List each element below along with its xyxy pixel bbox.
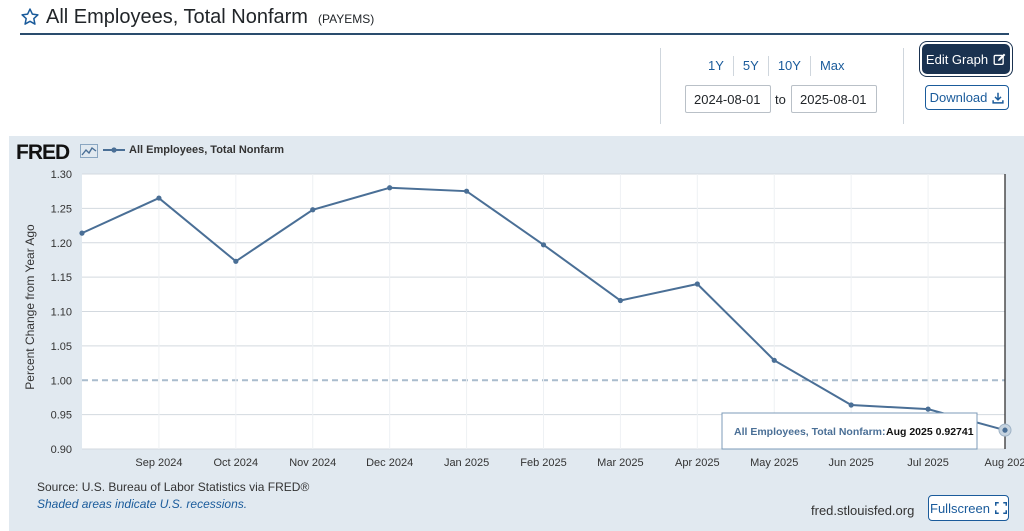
download-icon <box>992 92 1005 104</box>
x-tick-label: Apr 2025 <box>675 457 720 469</box>
y-tick-label: 1.10 <box>51 307 72 319</box>
y-tick-label: 1.00 <box>51 375 72 387</box>
fullscreen-button[interactable]: Fullscreen <box>928 495 1009 521</box>
data-point <box>848 402 854 408</box>
x-tick-label: Feb 2025 <box>520 457 566 469</box>
y-tick-label: 1.30 <box>51 169 72 181</box>
x-tick-label: Jun 2025 <box>829 457 874 469</box>
x-tick-label: May 2025 <box>750 457 798 469</box>
data-point <box>694 281 700 287</box>
tooltip-label: All Employees, Total Nonfarm: <box>734 426 886 438</box>
title-row: All Employees, Total Nonfarm (PAYEMS) <box>20 4 374 30</box>
data-point <box>617 297 624 304</box>
x-tick-label: Mar 2025 <box>597 457 643 469</box>
fullscreen-icon <box>994 502 1007 514</box>
to-label: to <box>775 92 786 107</box>
edit-graph-label: Edit Graph <box>925 51 989 67</box>
range-max-button[interactable]: Max <box>819 58 845 73</box>
end-date-input[interactable] <box>791 85 877 113</box>
x-tick-label: Jan 2025 <box>444 457 489 469</box>
x-tick-label: Oct 2024 <box>214 457 259 469</box>
y-tick-label: 1.15 <box>51 272 72 284</box>
x-tick-label: Sep 2024 <box>135 457 182 469</box>
download-label: Download <box>929 90 988 105</box>
y-tick-label: 1.20 <box>51 238 72 250</box>
star-icon[interactable] <box>20 7 40 27</box>
y-tick-label: 0.95 <box>51 410 72 422</box>
y-tick-label: 1.05 <box>51 341 72 353</box>
tooltip-value: Aug 2025 0.92741 <box>886 426 974 438</box>
start-date-input[interactable] <box>685 85 771 113</box>
edit-graph-button[interactable]: Edit Graph <box>922 44 1010 74</box>
data-point <box>540 242 547 248</box>
fred-url[interactable]: fred.stlouisfed.org <box>811 503 915 518</box>
data-point <box>1002 427 1008 433</box>
title-divider <box>20 33 1009 35</box>
data-point <box>79 230 85 236</box>
range-1y-button[interactable]: 1Y <box>699 56 734 76</box>
range-5y-button[interactable]: 5Y <box>734 56 769 76</box>
source-note: Source: U.S. Bureau of Labor Statistics … <box>37 480 310 494</box>
legend-label: All Employees, Total Nonfarm <box>129 144 285 156</box>
date-controls: 1Y 5Y 10Y Max to <box>660 48 904 124</box>
series-id: (PAYEMS) <box>317 12 375 26</box>
data-point <box>771 357 777 363</box>
chart-legend: All Employees, Total Nonfarm <box>103 144 284 156</box>
data-point <box>233 258 239 264</box>
x-tick-label: Nov 2024 <box>289 457 336 469</box>
range-10y-button[interactable]: 10Y <box>769 56 811 76</box>
data-point <box>310 207 316 213</box>
y-tick-label: 0.90 <box>51 444 72 456</box>
download-button[interactable]: Download <box>925 85 1009 110</box>
x-tick-label: Aug 202 <box>985 457 1024 469</box>
edit-icon <box>993 53 1006 65</box>
legend-line-icon <box>103 147 125 153</box>
fred-chart-icon <box>80 144 98 158</box>
y-tick-label: 1.25 <box>51 203 72 215</box>
x-tick-label: Dec 2024 <box>366 457 413 469</box>
data-point <box>156 195 162 201</box>
data-point <box>387 185 393 191</box>
data-point <box>463 188 470 194</box>
x-tick-label: Jul 2025 <box>907 457 949 469</box>
data-point <box>925 406 931 412</box>
recession-note[interactable]: Shaded areas indicate U.S. recessions. <box>37 497 248 511</box>
range-buttons: 1Y 5Y 10Y Max <box>699 56 854 76</box>
page-title: All Employees, Total Nonfarm <box>46 5 308 28</box>
fred-logo: FRED <box>16 141 70 164</box>
fullscreen-label: Fullscreen <box>930 500 990 516</box>
tooltip-box <box>721 412 978 450</box>
